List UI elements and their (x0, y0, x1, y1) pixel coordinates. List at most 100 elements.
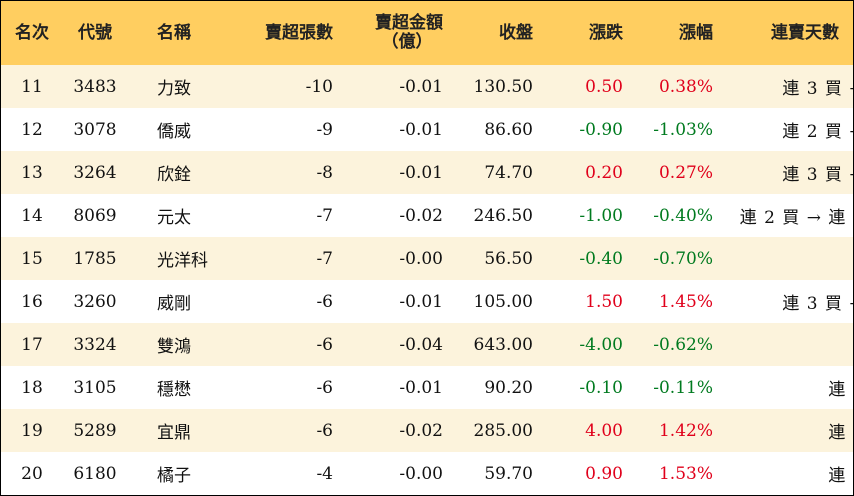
cell-change-pct: -0.62% (653, 334, 713, 355)
header-close[interactable]: 收盤 (499, 23, 533, 43)
header-net-sell-amount-line2: （億） (381, 32, 433, 52)
cell-name: 橘子 (157, 466, 191, 486)
cell-net-sell-amount: -0.00 (399, 463, 443, 484)
header-streak[interactable]: 連賣天數 (771, 23, 839, 43)
table-row[interactable]: 18 3105 穩懋 -6 -0.01 90.20 -0.10 -0.11% 連 3 賣 (1, 366, 853, 409)
header-code[interactable]: 代號 (78, 23, 112, 43)
cell-streak: 連 2 買 → 賣 (782, 122, 853, 142)
cell-change-pct: -0.40% (653, 205, 713, 226)
table-row[interactable]: 11 3483 力致 -10 -0.01 130.50 0.50 0.38% 連 3 買 → 賣 (1, 65, 853, 108)
cell-code: 3105 (73, 377, 117, 398)
table-row[interactable]: 16 3260 威剛 -6 -0.01 105.00 1.50 1.45% 連 3 買 → 賣 (1, 280, 853, 323)
cell-net-sell-lots: -9 (316, 119, 333, 140)
cell-code: 3264 (73, 162, 117, 183)
cell-change: 4.00 (585, 420, 623, 441)
cell-name: 僑威 (157, 122, 191, 142)
cell-change: 0.50 (585, 76, 623, 97)
cell-streak: 連 3 買 → 賣 (782, 165, 853, 185)
table-row[interactable]: 20 6180 橘子 -4 -0.00 59.70 0.90 1.53% 連 3 賣 (1, 452, 853, 495)
cell-name: 力致 (157, 79, 191, 99)
table-row[interactable]: 17 3324 雙鴻 -6 -0.04 643.00 -4.00 -0.62%1 (1, 323, 853, 366)
cell-change: -1.00 (579, 205, 623, 226)
cell-code: 6180 (73, 463, 117, 484)
cell-close: 246.50 (473, 205, 533, 226)
table-row[interactable]: 12 3078 僑威 -9 -0.01 86.60 -0.90 -1.03% 連 2 買 → 賣 (1, 108, 853, 151)
cell-close: 56.50 (484, 248, 533, 269)
cell-change: 0.90 (585, 463, 623, 484)
header-rank[interactable]: 名次 (15, 23, 49, 43)
cell-close: 59.70 (484, 463, 533, 484)
table-row[interactable]: 19 5289 宜鼎 -6 -0.02 285.00 4.00 1.42% 連 7 賣 (1, 409, 853, 452)
cell-net-sell-lots: -6 (316, 420, 333, 441)
table-row[interactable]: 15 1785 光洋科 -7 -0.00 56.50 -0.40 -0.70%1 (1, 237, 853, 280)
cell-close: 74.70 (484, 162, 533, 183)
cell-net-sell-amount: -0.01 (399, 291, 443, 312)
cell-code: 8069 (73, 205, 117, 226)
cell-change-pct: -0.70% (653, 248, 713, 269)
cell-rank: 15 (21, 248, 43, 269)
cell-close: 105.00 (473, 291, 533, 312)
cell-net-sell-amount: -0.01 (399, 162, 443, 183)
cell-code: 5289 (73, 420, 117, 441)
header-name[interactable]: 名稱 (157, 23, 191, 43)
cell-net-sell-lots: -6 (316, 377, 333, 398)
cell-name: 欣銓 (157, 165, 191, 185)
table-header: 名次 代號 名稱 賣超張數 賣超金額 （億） 收盤 漲跌 漲幅 連賣天數 (1, 1, 853, 65)
cell-rank: 18 (21, 377, 43, 398)
cell-change: -4.00 (579, 334, 623, 355)
cell-net-sell-amount: -0.02 (399, 205, 443, 226)
cell-code: 3483 (73, 76, 117, 97)
cell-close: 643.00 (473, 334, 533, 355)
cell-net-sell-amount: -0.01 (399, 377, 443, 398)
cell-code: 3324 (73, 334, 117, 355)
cell-net-sell-amount: -0.04 (399, 334, 443, 355)
cell-change-pct: 1.53% (658, 463, 713, 484)
cell-close: 130.50 (473, 76, 533, 97)
cell-name: 雙鴻 (157, 337, 191, 357)
cell-net-sell-lots: -8 (316, 162, 333, 183)
cell-change-pct: -1.03% (653, 119, 713, 140)
cell-name: 威剛 (157, 294, 191, 314)
cell-streak: 1 (717, 237, 853, 280)
cell-net-sell-lots: -10 (305, 76, 333, 97)
cell-name: 穩懋 (157, 380, 191, 400)
table-row[interactable]: 14 8069 元太 -7 -0.02 246.50 -1.00 -0.40% 連 2 買 → … (1, 194, 853, 237)
cell-net-sell-amount: -0.01 (399, 76, 443, 97)
header-net-sell-amount[interactable]: 賣超金額 （億） (337, 1, 447, 65)
cell-streak: 連 3 賣 (828, 380, 853, 400)
cell-net-sell-lots: -7 (316, 248, 333, 269)
cell-streak: 1 (717, 323, 853, 366)
header-net-sell-amount-line1: 賣超金額 (375, 13, 443, 33)
cell-rank: 14 (21, 205, 43, 226)
cell-rank: 16 (21, 291, 43, 312)
header-change[interactable]: 漲跌 (589, 23, 623, 43)
cell-rank: 13 (21, 162, 43, 183)
cell-change-pct: -0.11% (653, 377, 713, 398)
cell-code: 3078 (73, 119, 117, 140)
cell-net-sell-lots: -6 (316, 334, 333, 355)
cell-change-pct: 1.42% (658, 420, 713, 441)
cell-change: 0.20 (585, 162, 623, 183)
header-change-pct[interactable]: 漲幅 (679, 23, 713, 43)
cell-code: 3260 (73, 291, 117, 312)
cell-change: -0.90 (579, 119, 623, 140)
cell-close: 285.00 (473, 420, 533, 441)
cell-net-sell-lots: -7 (316, 205, 333, 226)
cell-change: 1.50 (585, 291, 623, 312)
cell-rank: 11 (21, 76, 43, 97)
cell-name: 宜鼎 (157, 423, 191, 443)
cell-rank: 19 (21, 420, 43, 441)
cell-change-pct: 0.38% (658, 76, 713, 97)
cell-net-sell-lots: -6 (316, 291, 333, 312)
header-net-sell-lots[interactable]: 賣超張數 (265, 23, 333, 43)
cell-net-sell-amount: -0.01 (399, 119, 443, 140)
table-row[interactable]: 13 3264 欣銓 -8 -0.01 74.70 0.20 0.27% 連 3 買 → 賣 (1, 151, 853, 194)
cell-net-sell-amount: -0.00 (399, 248, 443, 269)
cell-change: -0.10 (579, 377, 623, 398)
cell-streak: 連 2 買 → 連 3 賣 (739, 208, 853, 228)
cell-name: 元太 (157, 208, 191, 228)
cell-streak: 連 3 買 → 賣 (782, 294, 853, 314)
